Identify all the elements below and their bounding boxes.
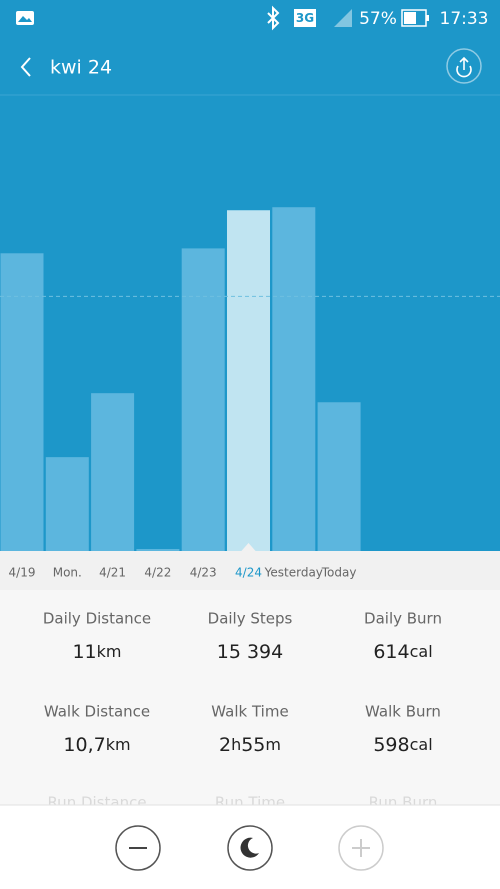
bar xyxy=(0,253,44,551)
selection-marker xyxy=(240,543,257,552)
signal-icon xyxy=(334,9,352,27)
date-label: Yesterday xyxy=(264,566,323,580)
stat-number: 11 xyxy=(72,641,96,663)
battery-level: 57% xyxy=(359,9,397,29)
stats-row: Daily Distance 11km Daily Steps 15 394 Daily… xyxy=(43,610,442,663)
stat-number: 10,7 xyxy=(63,734,105,756)
date-label: 4/23 xyxy=(190,566,217,580)
date-strip xyxy=(0,551,500,590)
stat-value: 11km xyxy=(72,641,121,663)
date-label: 4/22 xyxy=(144,566,171,580)
date-label: Mon. xyxy=(53,566,82,580)
share-icon xyxy=(456,56,472,78)
network-badge xyxy=(294,9,316,27)
stat-unit: cal xyxy=(410,735,433,754)
stat-number: 598 xyxy=(373,734,409,756)
stat-number: 2 xyxy=(219,734,231,756)
stat-label: Walk Distance xyxy=(44,703,150,721)
sleep-button[interactable] xyxy=(227,825,273,871)
stat-label: Daily Burn xyxy=(364,610,442,628)
stat-value: 2h55m xyxy=(219,734,281,756)
network-type: 3G xyxy=(296,11,314,25)
header-title: kwi 24 xyxy=(50,57,112,79)
stat-number: 614 xyxy=(373,641,409,663)
moon-icon xyxy=(240,837,259,858)
stat-unit: h xyxy=(231,735,241,754)
stat-unit: cal xyxy=(410,642,433,661)
share-button[interactable] xyxy=(446,48,482,84)
bar xyxy=(272,207,316,551)
bar xyxy=(317,402,361,551)
bar xyxy=(45,457,89,551)
stat-number: 55 xyxy=(241,734,265,756)
stats-panel xyxy=(0,590,500,805)
date-label: Today xyxy=(321,566,357,580)
stat-value: 614cal xyxy=(373,641,432,663)
battery-tip xyxy=(426,15,429,21)
date-label: 4/21 xyxy=(99,566,126,580)
stat-value: 598cal xyxy=(373,734,432,756)
date-label: 4/19 xyxy=(9,566,36,580)
bar xyxy=(136,549,180,551)
battery-fill xyxy=(404,12,416,24)
bluetooth-icon xyxy=(267,5,280,31)
stat-label: Walk Time xyxy=(211,703,288,721)
stats-row: Walk Distance 10,7km Walk Time 2h55m Walk Bu… xyxy=(44,703,441,756)
stat-number: 15 394 xyxy=(217,641,283,663)
back-button[interactable] xyxy=(20,57,31,77)
bar xyxy=(91,393,135,551)
gallery-icon-inner xyxy=(18,16,32,22)
stat-unit: km xyxy=(106,735,131,754)
stat-label: Daily Distance xyxy=(43,610,151,628)
stat-value: 15 394 xyxy=(217,641,283,663)
plus-icon xyxy=(352,839,370,857)
stat-unit: m xyxy=(265,735,281,754)
bar xyxy=(181,248,225,551)
clock: 17:33 xyxy=(440,9,489,29)
date-label: 4/24 xyxy=(235,566,262,580)
stat-label: Walk Burn xyxy=(365,703,441,721)
stat-label: Daily Steps xyxy=(208,610,293,628)
bar xyxy=(227,210,270,551)
stat-unit: km xyxy=(97,642,122,661)
stat-value: 10,7km xyxy=(63,734,130,756)
